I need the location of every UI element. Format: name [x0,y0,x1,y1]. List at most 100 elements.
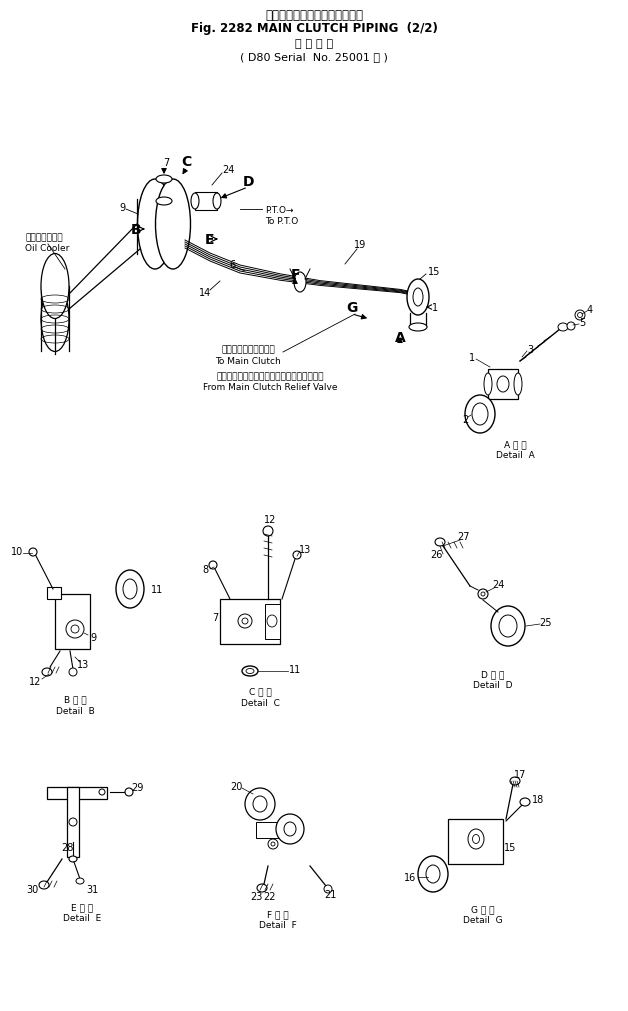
Text: Detail  D: Detail D [474,680,512,690]
Text: 29: 29 [131,783,143,793]
Text: Oil Cooler: Oil Cooler [25,244,69,253]
Ellipse shape [409,324,427,332]
Ellipse shape [242,666,258,676]
Text: E: E [205,233,215,247]
Ellipse shape [271,842,275,846]
Ellipse shape [263,527,273,537]
Text: B: B [131,222,141,237]
Text: 1: 1 [432,302,438,312]
Text: 13: 13 [299,545,311,554]
Ellipse shape [213,194,221,210]
Text: B 詳 細: B 詳 細 [63,695,86,704]
Text: 21: 21 [324,889,336,899]
Ellipse shape [253,797,267,812]
Text: 24: 24 [222,165,234,175]
FancyBboxPatch shape [67,788,79,857]
Text: D 詳 細: D 詳 細 [481,670,505,678]
Text: C 詳 細: C 詳 細 [249,686,271,696]
Text: From Main Clutch Relief Valve: From Main Clutch Relief Valve [203,383,337,392]
Ellipse shape [123,579,137,600]
FancyBboxPatch shape [47,587,61,600]
Ellipse shape [41,287,69,352]
Text: オイル　クーラ: オイル クーラ [25,234,63,243]
Text: F: F [290,268,300,282]
Text: 7: 7 [163,158,169,168]
FancyBboxPatch shape [155,180,173,202]
Ellipse shape [294,273,306,293]
Text: To P.T.O: To P.T.O [265,216,298,225]
Ellipse shape [76,879,84,885]
Text: 11: 11 [151,584,163,594]
Ellipse shape [293,551,301,559]
Text: 8: 8 [202,564,208,574]
Text: 10: 10 [11,547,23,556]
Text: 6: 6 [229,260,235,270]
FancyBboxPatch shape [195,193,217,210]
Ellipse shape [426,865,440,884]
Text: 30: 30 [26,885,38,894]
Text: 9: 9 [119,203,125,212]
Ellipse shape [484,374,492,395]
Text: 27: 27 [457,532,469,542]
Text: Detail  C: Detail C [241,698,279,707]
Text: Detail  B: Detail B [56,706,94,715]
Text: メイン　クラッチ　パイピング: メイン クラッチ パイピング [265,8,363,21]
Text: 2: 2 [462,415,468,425]
Text: 5: 5 [579,317,585,328]
Text: 16: 16 [404,872,416,883]
Text: Detail  G: Detail G [463,916,503,925]
Text: ( D80 Serial  No. 25001 ～ ): ( D80 Serial No. 25001 ～ ) [240,52,388,62]
FancyBboxPatch shape [47,788,107,800]
Text: C: C [181,155,191,169]
Text: メイン　クラッチ　へ: メイン クラッチ へ [221,345,275,354]
Ellipse shape [138,180,173,270]
Ellipse shape [209,561,217,569]
Ellipse shape [69,818,77,826]
Ellipse shape [71,626,79,633]
Text: To Main Clutch: To Main Clutch [215,356,281,365]
Text: Detail  A: Detail A [495,451,534,460]
Ellipse shape [245,789,275,820]
Text: 25: 25 [539,618,552,628]
Ellipse shape [42,668,52,676]
Ellipse shape [520,799,530,806]
Ellipse shape [472,403,488,426]
Ellipse shape [478,589,488,600]
FancyBboxPatch shape [448,819,503,864]
Ellipse shape [267,616,277,628]
Ellipse shape [276,814,304,844]
Ellipse shape [257,885,267,892]
Ellipse shape [242,619,248,625]
Ellipse shape [284,822,296,836]
Ellipse shape [246,669,254,674]
Ellipse shape [156,180,190,270]
Ellipse shape [99,790,105,796]
Text: Detail  E: Detail E [63,914,101,923]
Text: 11: 11 [289,664,301,674]
Ellipse shape [472,835,480,843]
Ellipse shape [156,198,172,206]
FancyBboxPatch shape [256,822,286,838]
Ellipse shape [514,374,522,395]
Text: 22: 22 [264,891,276,901]
Text: G: G [346,300,358,314]
Text: 18: 18 [532,795,544,804]
Ellipse shape [468,829,484,849]
Text: 15: 15 [428,267,440,277]
Ellipse shape [491,607,525,646]
FancyBboxPatch shape [220,600,280,644]
Text: A: A [394,331,406,345]
Ellipse shape [66,621,84,638]
Ellipse shape [238,615,252,629]
Text: 14: 14 [199,288,211,297]
Text: D: D [242,175,254,189]
Text: 12: 12 [29,676,41,686]
Text: 12: 12 [264,515,276,525]
Ellipse shape [407,280,429,315]
Text: 13: 13 [77,659,89,669]
Ellipse shape [116,570,144,609]
Text: G 詳 細: G 詳 細 [471,905,495,914]
Ellipse shape [567,323,575,331]
Text: 17: 17 [514,769,526,779]
Ellipse shape [413,289,423,306]
